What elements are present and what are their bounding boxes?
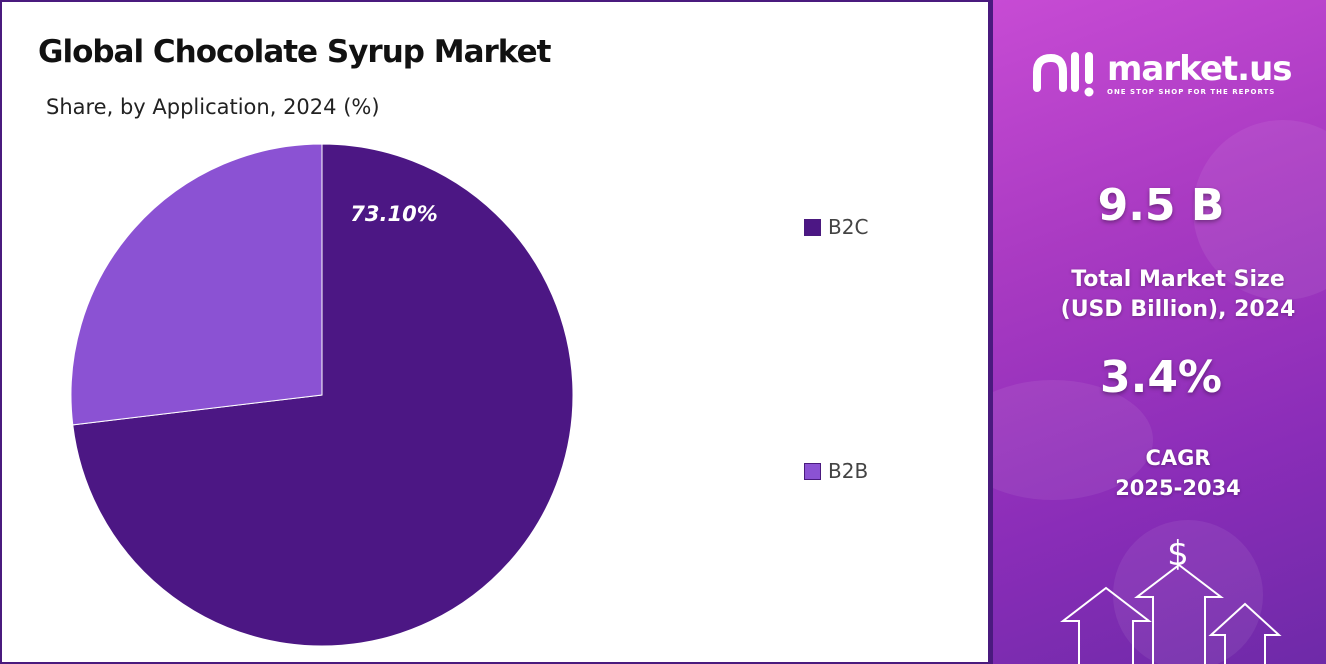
chart-subtitle: Share, by Application, 2024 (%) bbox=[46, 95, 380, 119]
background-hand-shape bbox=[993, 380, 1153, 500]
legend-swatch-b2b bbox=[804, 462, 821, 480]
market-size-value: 9.5 B bbox=[1097, 180, 1225, 231]
legend-label-b2c: B2C bbox=[828, 215, 869, 239]
legend-swatch-b2c bbox=[804, 218, 821, 236]
chart-title: Global Chocolate Syrup Market bbox=[38, 34, 551, 70]
data-label-b2c: 73.10% bbox=[350, 202, 437, 226]
market-size-label-line2: (USD Billion), 2024 bbox=[1060, 297, 1296, 322]
cagr-label-line1: CAGR bbox=[1145, 446, 1211, 470]
chart-panel: Global Chocolate Syrup Market Share, by … bbox=[0, 0, 990, 664]
market-us-logo-icon bbox=[1033, 52, 1094, 97]
pie-slice-b2c bbox=[72, 143, 574, 647]
cagr-label-line2: 2025-2034 bbox=[1115, 476, 1241, 500]
brand-logo: market.us ONE STOP SHOP FOR THE REPORTS bbox=[1033, 48, 1293, 100]
market-size-label-line1: Total Market Size bbox=[1071, 267, 1285, 292]
background-cup-shape bbox=[1113, 520, 1263, 664]
brand-name: market.us bbox=[1107, 49, 1293, 89]
background-chart-shape bbox=[1193, 120, 1326, 300]
dollar-icon: $ bbox=[1167, 534, 1189, 574]
brand-tagline: ONE STOP SHOP FOR THE REPORTS bbox=[1107, 88, 1276, 96]
legend-item-b2c: B2C bbox=[804, 215, 868, 239]
cagr-value: 3.4% bbox=[1099, 352, 1223, 403]
pie-chart: 73.10% bbox=[70, 143, 574, 647]
growth-arrows-icon: $ bbox=[1060, 534, 1282, 664]
legend-item-b2b: B2B bbox=[804, 459, 868, 483]
pie-slice-b2b bbox=[70, 143, 323, 426]
stats-panel: market.us ONE STOP SHOP FOR THE REPORTS … bbox=[990, 0, 1326, 664]
legend-label-b2b: B2B bbox=[828, 459, 869, 483]
